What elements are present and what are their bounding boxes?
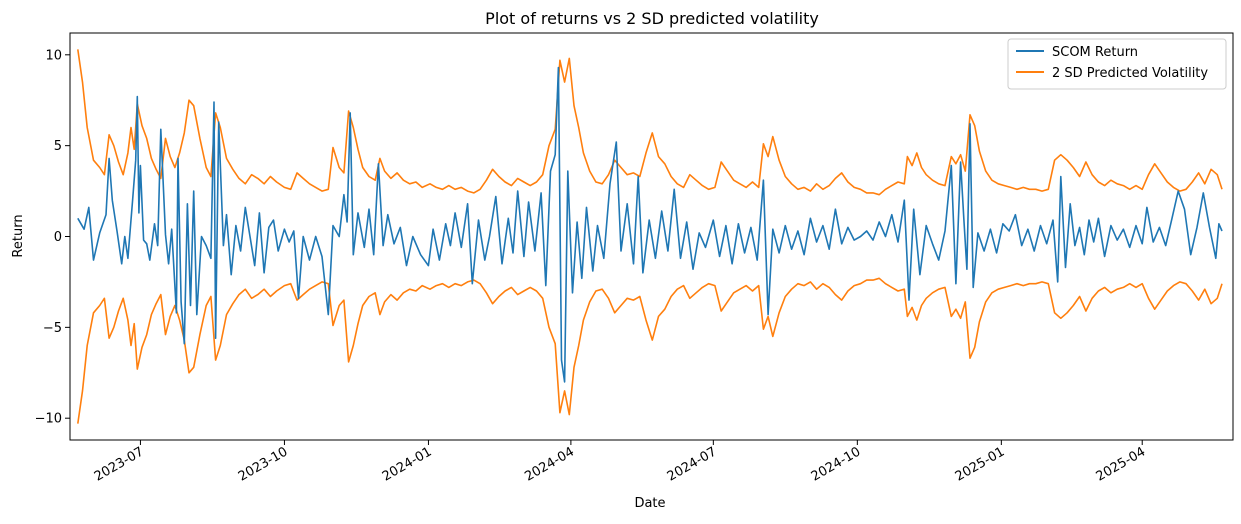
y-tick-label: 0 [54,230,62,245]
legend-label-volatility: 2 SD Predicted Volatility [1052,66,1208,81]
series-line-returns [77,66,1223,383]
series-line-volatility-upper [77,49,1223,196]
y-tick-label: −10 [35,412,62,427]
legend-box [1007,38,1227,90]
y-tick-label: 10 [45,48,62,63]
series-line-volatility-lower [77,277,1223,424]
y-axis-label: Return [11,214,26,257]
y-axis: −10 −5 0 5 10 [35,48,70,427]
chart-title: Plot of returns vs 2 SD predicted volati… [485,9,819,28]
legend-label-returns: SCOM Return [1052,45,1138,60]
x-axis-label: Date [634,496,665,511]
y-tick-label: 5 [54,139,62,154]
series-layer [77,49,1223,424]
y-tick-label: −5 [43,321,62,336]
legend: SCOM Return 2 SD Predicted Volatility [1007,38,1227,90]
